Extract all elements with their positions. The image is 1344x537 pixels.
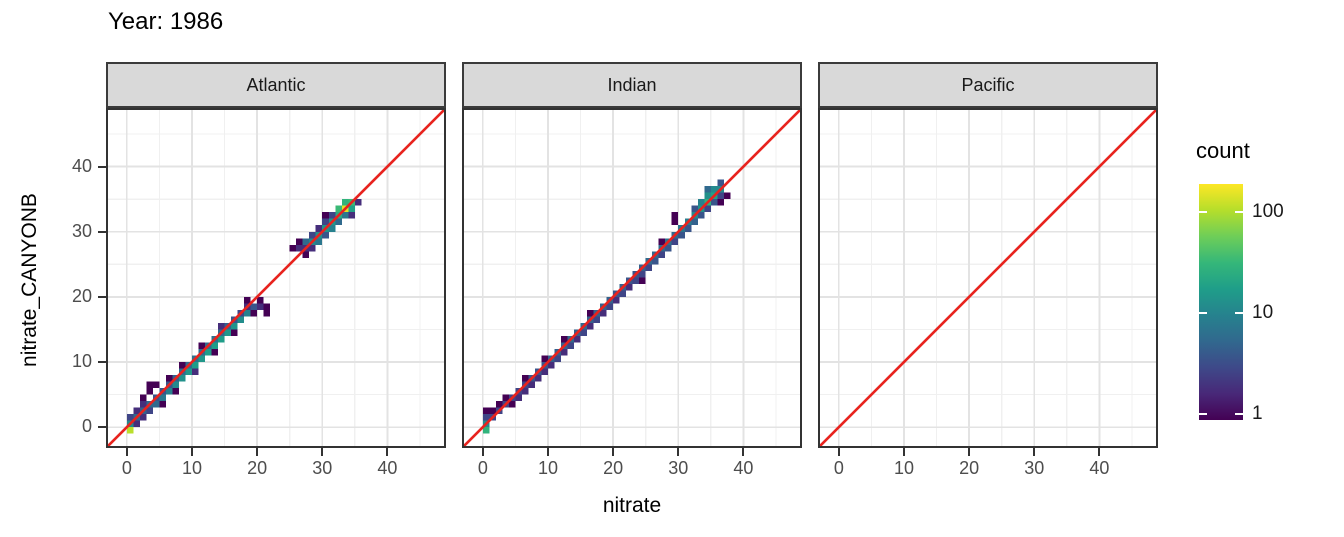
x-tick-mark — [546, 448, 549, 456]
identity-reference-line — [462, 108, 802, 448]
y-tick-mark — [98, 426, 106, 429]
legend-tick-mark — [1235, 311, 1243, 314]
plot-title: Year: 1986 — [108, 8, 224, 35]
y-tick-mark — [98, 165, 106, 168]
legend-tick-mark — [1199, 311, 1207, 314]
x-tick-mark — [386, 448, 389, 456]
x-tick-label: 20 — [603, 458, 624, 478]
x-tick-mark — [481, 448, 484, 456]
legend-tick-label: 100 — [1252, 201, 1284, 223]
facet-indian: Indian 0 10 20 30 40 — [462, 62, 802, 502]
legend-tick-mark — [1235, 412, 1243, 415]
facet-strip-atlantic: Atlantic — [106, 62, 446, 108]
y-axis-title: nitrate_CANYONB — [18, 193, 41, 367]
legend-tick-mark — [1235, 211, 1243, 214]
x-tick-mark — [968, 448, 971, 456]
x-tick-mark — [1033, 448, 1036, 456]
facet-strip-label: Atlantic — [246, 74, 306, 95]
panel-chart-pacific — [818, 108, 1158, 448]
x-tick-mark — [742, 448, 745, 456]
panel-chart-indian — [462, 108, 802, 448]
x-tick-mark — [612, 448, 615, 456]
x-tick-label: 10 — [893, 458, 914, 478]
facet-strip-indian: Indian — [462, 62, 802, 108]
facet-pacific: Pacific 0 10 20 30 40 — [818, 62, 1158, 502]
gridlines-layer — [462, 108, 802, 448]
x-tick-mark — [125, 448, 128, 456]
x-tick-label: 20 — [247, 458, 268, 478]
legend-colorbar — [1199, 184, 1243, 420]
y-tick-mark — [98, 361, 106, 364]
x-tick-label: 10 — [181, 458, 202, 478]
legend-tick-label: 10 — [1252, 301, 1274, 323]
legend-title: count — [1196, 138, 1250, 163]
panel-border — [818, 108, 1158, 448]
x-tick-label: 20 — [959, 458, 980, 478]
y-tick-label: 30 — [71, 220, 92, 241]
x-tick-mark — [902, 448, 905, 456]
x-tick-mark — [1098, 448, 1101, 456]
gridlines-layer — [818, 108, 1158, 448]
x-tick-label: 30 — [668, 458, 689, 478]
panel-pacific — [818, 108, 1158, 448]
facet-atlantic: Atlantic 0 10 20 30 40 — [106, 62, 446, 502]
x-tick-label: 0 — [121, 458, 132, 478]
y-tick-label: 0 — [81, 416, 92, 437]
facet-strip-label: Pacific — [961, 74, 1015, 95]
panel-border — [462, 108, 802, 448]
x-tick-mark — [677, 448, 680, 456]
x-tick-label: 40 — [377, 458, 398, 478]
x-tick-label: 30 — [312, 458, 333, 478]
panel-atlantic — [106, 108, 446, 448]
x-tick-label: 40 — [733, 458, 754, 478]
x-tick-label: 40 — [1089, 458, 1110, 478]
y-tick-label: 20 — [71, 285, 92, 306]
panel-indian — [462, 108, 802, 448]
identity-reference-line — [818, 108, 1158, 448]
legend-tick-mark — [1199, 412, 1207, 415]
panel-chart-atlantic — [106, 108, 446, 448]
x-tick-mark — [321, 448, 324, 456]
panel-border — [106, 108, 446, 448]
x-tick-mark — [256, 448, 259, 456]
y-tick-mark — [98, 295, 106, 298]
y-tick-mark — [98, 230, 106, 233]
facet-strip-pacific: Pacific — [818, 62, 1158, 108]
x-tick-label: 0 — [833, 458, 844, 478]
y-tick-label: 10 — [71, 351, 92, 372]
legend-tick-mark — [1199, 211, 1207, 214]
gridlines-layer — [106, 108, 446, 448]
x-tick-label: 10 — [537, 458, 558, 478]
x-tick-label: 30 — [1024, 458, 1045, 478]
y-tick-label: 40 — [71, 155, 92, 176]
legend-tick-label: 1 — [1252, 402, 1263, 424]
x-axis-title: nitrate — [602, 494, 662, 517]
bin2d-tiles-layer — [126, 199, 362, 434]
x-tick-mark — [190, 448, 193, 456]
facet-strip-label: Indian — [607, 74, 657, 95]
x-tick-mark — [837, 448, 840, 456]
x-tick-label: 0 — [477, 458, 488, 478]
identity-reference-line — [106, 108, 446, 448]
